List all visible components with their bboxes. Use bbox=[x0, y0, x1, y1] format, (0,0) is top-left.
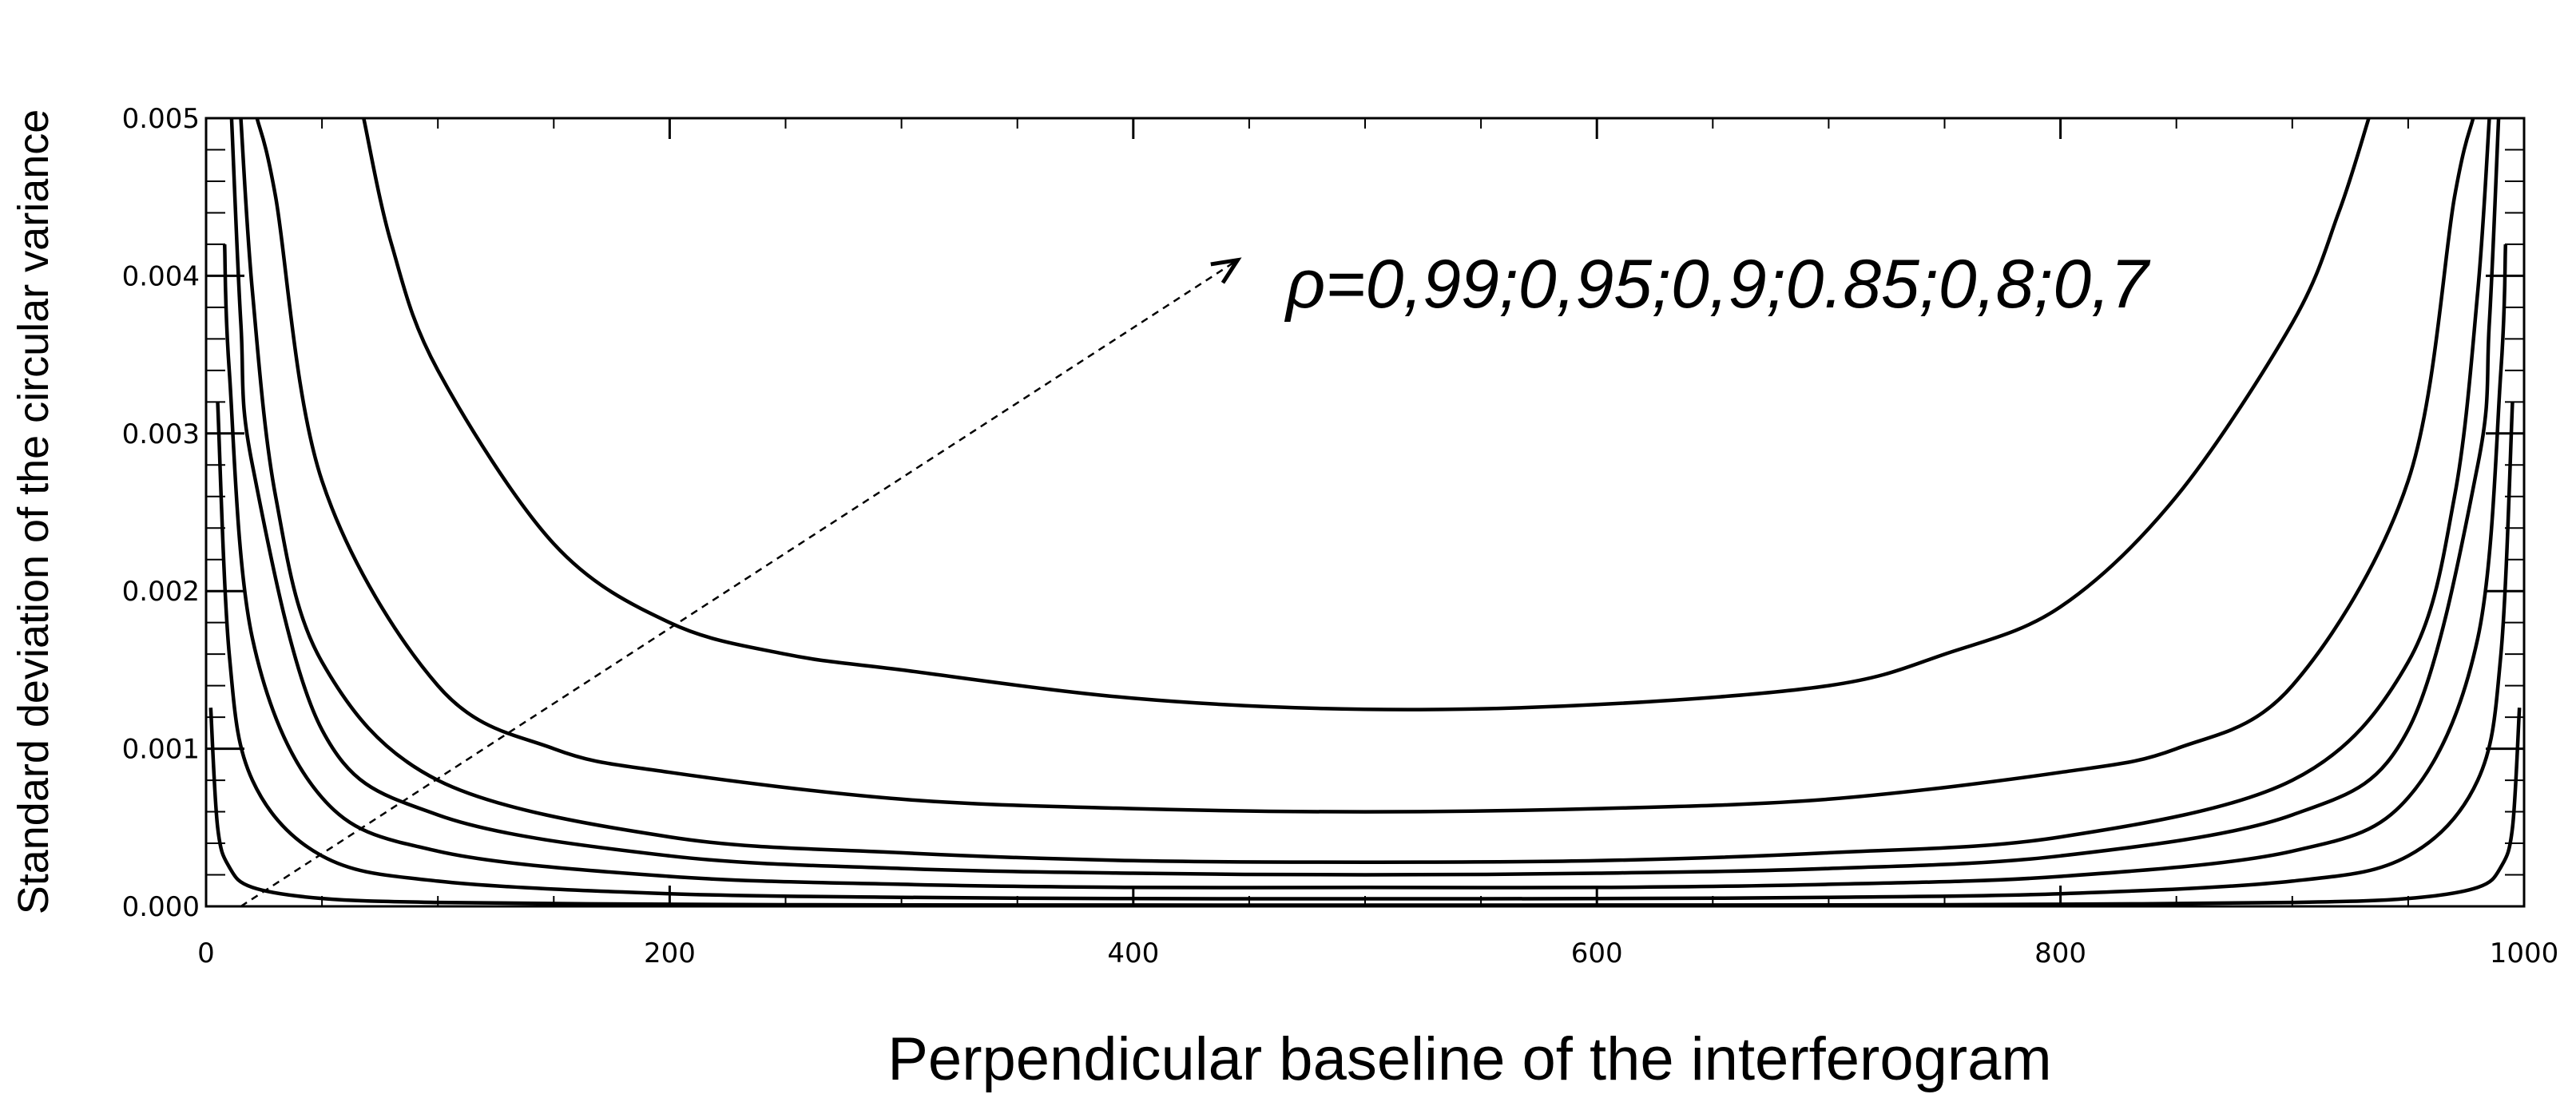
annotation-arrow bbox=[240, 257, 1242, 908]
y-tick-label: 0.005 bbox=[122, 103, 200, 135]
x-tick-label: 600 bbox=[1571, 937, 1623, 969]
y-tick-label: 0.000 bbox=[122, 891, 200, 923]
y-axis-title: Standard deviation of the circular varia… bbox=[10, 109, 58, 915]
plot-frame bbox=[204, 117, 2526, 908]
x-tick-label: 0 bbox=[197, 937, 215, 969]
curves bbox=[208, 118, 2522, 906]
y-tick-label: 0.001 bbox=[122, 734, 200, 766]
series-line-1 bbox=[216, 402, 2514, 901]
x-tick-label: 200 bbox=[644, 937, 696, 969]
series-line-5 bbox=[255, 118, 2475, 814]
series-line-4 bbox=[239, 118, 2491, 864]
x-tick-label: 800 bbox=[2034, 937, 2086, 969]
series-line-6 bbox=[362, 118, 2371, 712]
y-tick-label: 0.004 bbox=[122, 260, 200, 292]
y-tick-label: 0.002 bbox=[122, 576, 200, 608]
y-tick-label: 0.003 bbox=[122, 418, 200, 450]
x-tick-label: 1000 bbox=[2490, 937, 2559, 969]
series-line-3 bbox=[229, 118, 2501, 877]
x-tick-label: 400 bbox=[1107, 937, 1159, 969]
arrow-head bbox=[1210, 257, 1242, 284]
series-line-2 bbox=[222, 244, 2508, 890]
axis-ticks bbox=[204, 117, 2526, 908]
rho-annotation: ρ=0,99;0,95;0,9;0.85;0,8;0,7 bbox=[1284, 246, 2151, 323]
x-axis-title: Perpendicular baseline of the interferog… bbox=[887, 1025, 2052, 1093]
arrow-line bbox=[240, 259, 1239, 908]
tick-labels: 0 200 400 600 800 1000 0.000 0.001 0.002 0.003 0.0… bbox=[122, 103, 2559, 969]
